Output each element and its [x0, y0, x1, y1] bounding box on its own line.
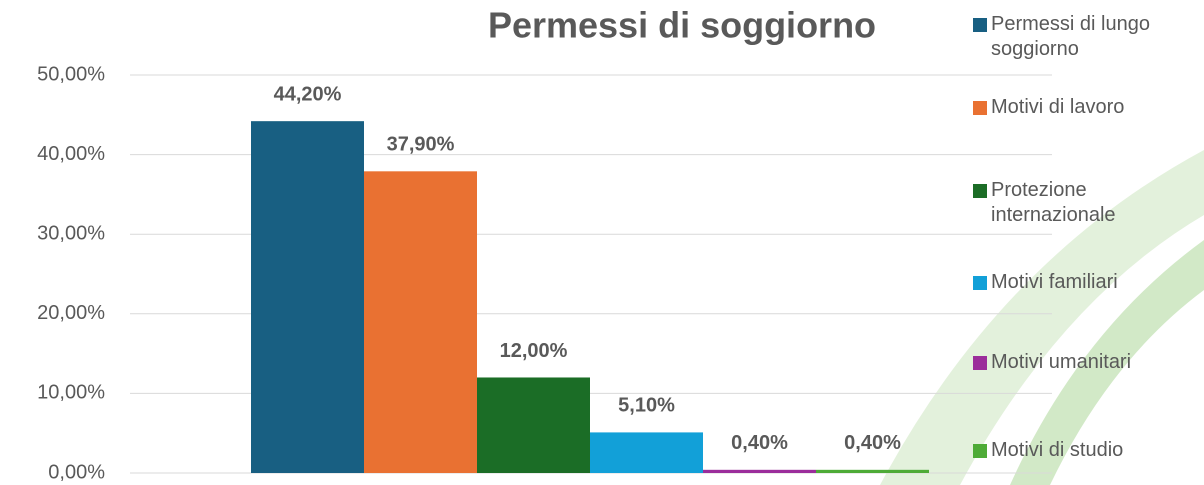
- data-label: 12,00%: [500, 340, 568, 362]
- legend-label: Motivi di studio: [991, 439, 1124, 461]
- decoration: [880, 150, 1204, 485]
- chart-title: Permessi di soggiorno: [488, 5, 876, 46]
- bar: [590, 432, 703, 473]
- legend-label: Motivi familiari: [991, 271, 1118, 293]
- legend-item: Motivi umanitari: [973, 350, 1173, 375]
- data-label: 0,40%: [844, 432, 901, 454]
- legend-item: Motivi familiari: [973, 270, 1173, 295]
- y-tick-label: 30,00%: [37, 222, 105, 244]
- y-tick-label: 50,00%: [37, 63, 105, 85]
- y-tick-label: 20,00%: [37, 302, 105, 324]
- data-label: 5,10%: [618, 395, 675, 417]
- legend-item: Motivi di studio: [973, 438, 1173, 463]
- legend-swatch: [973, 444, 987, 458]
- legend-label: Permessi di lungo soggiorno: [991, 13, 1150, 60]
- legend-swatch: [973, 18, 987, 32]
- legend-swatch: [973, 276, 987, 290]
- bar: [477, 377, 590, 473]
- legend-label: Motivi di lavoro: [991, 96, 1125, 118]
- legend-label: Protezione internazionale: [991, 179, 1116, 226]
- data-label: 37,90%: [387, 134, 455, 156]
- legend-item: Protezione internazionale: [973, 178, 1173, 228]
- y-tick-label: 40,00%: [37, 143, 105, 165]
- legend-item: Motivi di lavoro: [973, 95, 1173, 120]
- legend-swatch: [973, 356, 987, 370]
- y-tick-label: 10,00%: [37, 382, 105, 404]
- data-label: 44,20%: [274, 83, 342, 105]
- y-tick-label: 0,00%: [48, 461, 105, 483]
- legend-item: Permessi di lungo soggiorno: [973, 12, 1173, 62]
- legend-label: Motivi umanitari: [991, 351, 1132, 373]
- bar: [251, 121, 364, 473]
- bar: [364, 171, 477, 474]
- bar: [816, 469, 929, 473]
- data-label: 0,40%: [731, 432, 788, 454]
- legend-swatch: [973, 101, 987, 115]
- decoration: [1010, 240, 1204, 485]
- legend-swatch: [973, 184, 987, 198]
- bar: [703, 469, 816, 473]
